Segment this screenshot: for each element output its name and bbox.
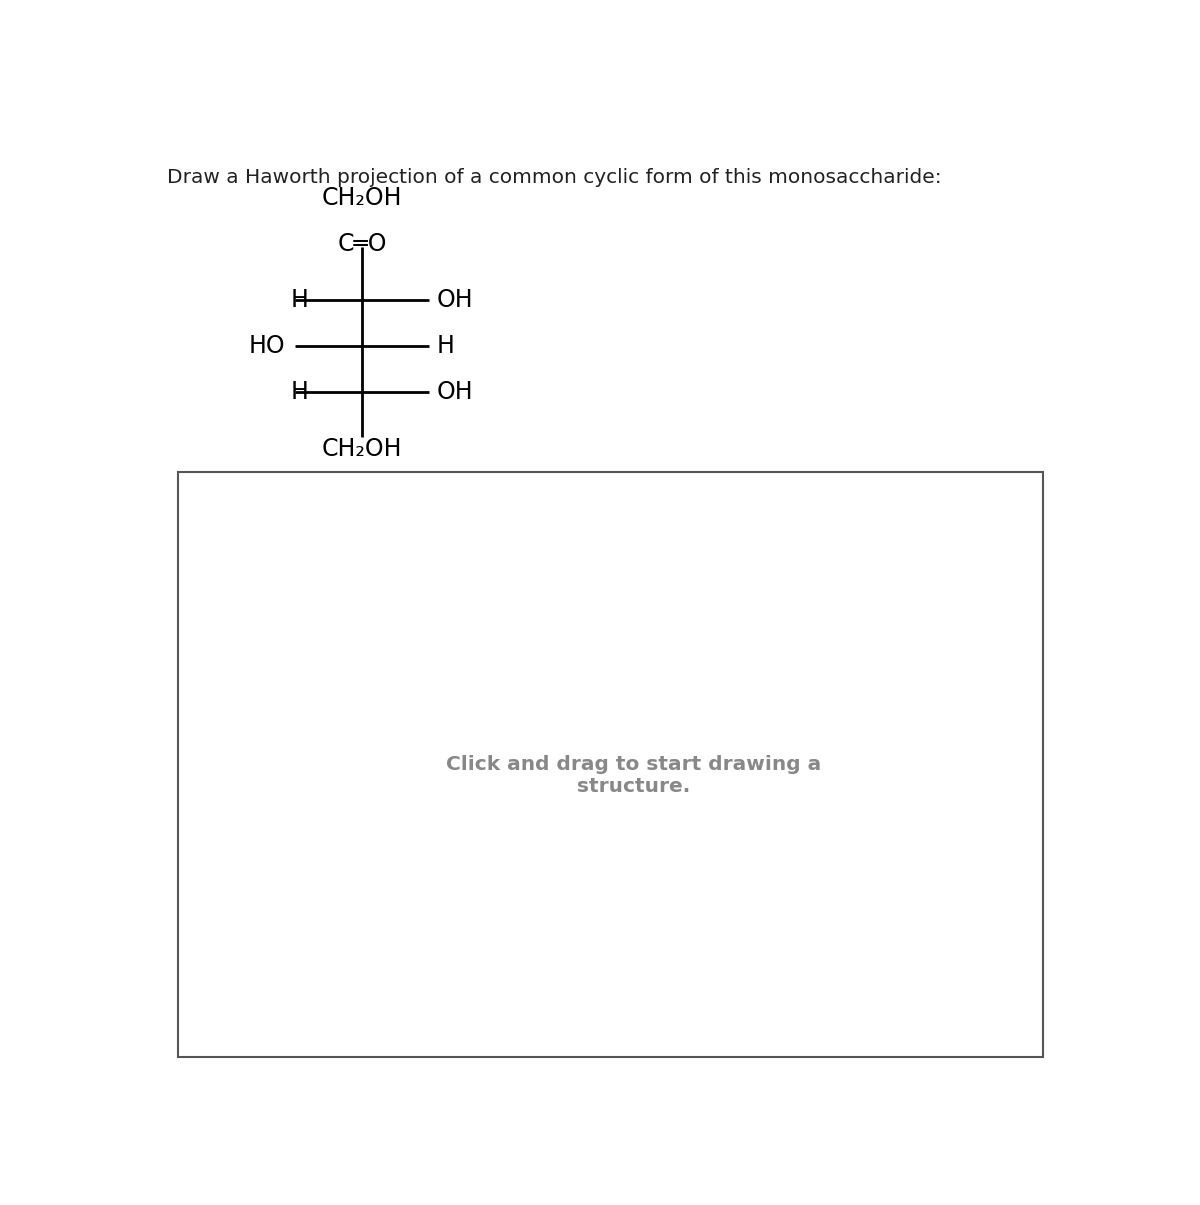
Text: Click and drag to start drawing a
structure.: Click and drag to start drawing a struct…	[446, 756, 821, 797]
Text: OH: OH	[437, 288, 473, 312]
Text: CH₂OH: CH₂OH	[322, 187, 402, 211]
Text: H: H	[437, 334, 455, 358]
Text: H: H	[290, 381, 308, 405]
Text: Draw a Haworth projection of a common cyclic form of this monosaccharide:: Draw a Haworth projection of a common cy…	[167, 167, 941, 187]
Bar	[178, 472, 1043, 1057]
Text: OH: OH	[437, 381, 473, 405]
Text: H: H	[290, 288, 308, 312]
Text: CH₂OH: CH₂OH	[322, 437, 402, 462]
Text: HO: HO	[248, 334, 284, 358]
Text: C═O: C═O	[337, 231, 386, 255]
